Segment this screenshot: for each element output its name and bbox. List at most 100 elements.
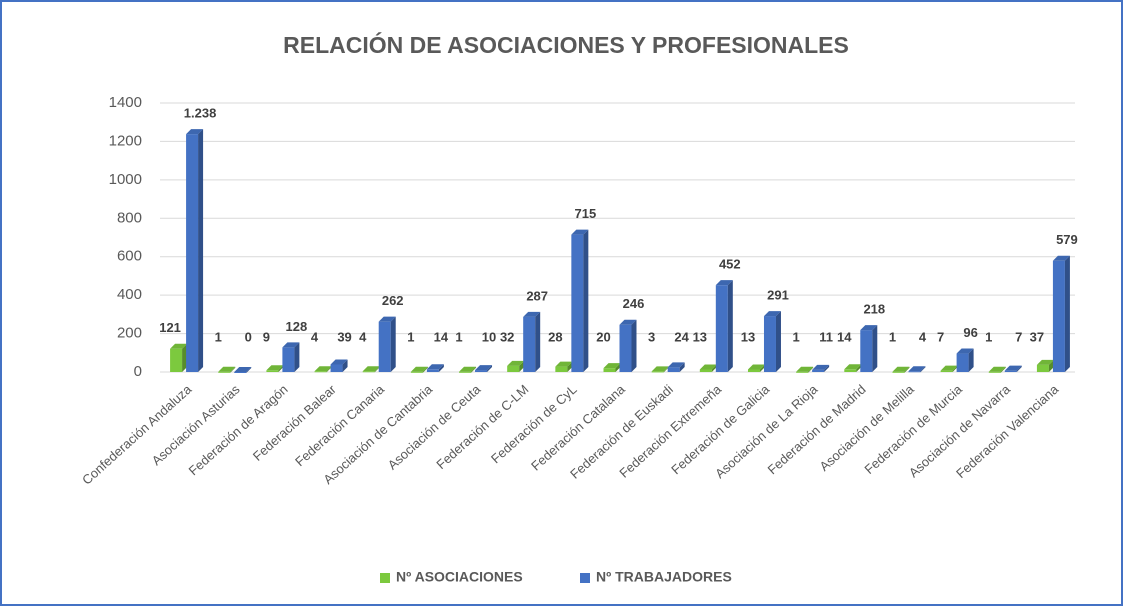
bar — [378, 316, 396, 372]
data-label: 37 — [1030, 329, 1044, 344]
bar-top — [1052, 255, 1070, 261]
bar-top — [410, 366, 428, 372]
bar-side — [711, 364, 717, 372]
legend-swatch — [380, 573, 390, 583]
bar-side — [1064, 255, 1070, 372]
data-label: 291 — [767, 288, 789, 303]
bar — [426, 364, 444, 372]
bar-front — [555, 366, 568, 372]
bar-top — [330, 359, 348, 365]
bar-top — [715, 280, 733, 286]
bar-front — [282, 347, 295, 372]
bar — [1004, 365, 1022, 372]
data-label: 4 — [311, 329, 319, 344]
bar-top — [747, 364, 765, 370]
bar-front — [1052, 260, 1065, 372]
bar — [507, 360, 525, 372]
bar — [844, 364, 862, 372]
bar-top — [812, 364, 830, 370]
bar-front — [892, 371, 905, 373]
bar-side — [759, 364, 765, 372]
data-label: 11 — [819, 329, 833, 344]
data-label: 1 — [215, 329, 222, 344]
data-label: 1 — [455, 329, 462, 344]
bar — [747, 364, 765, 372]
data-label: 1.238 — [184, 106, 217, 121]
bar-top — [475, 365, 493, 371]
bar — [651, 366, 669, 373]
bar-side — [1016, 365, 1022, 372]
bar-top — [459, 366, 477, 372]
bar-top — [1004, 365, 1022, 371]
bar — [186, 129, 204, 372]
bar — [908, 366, 926, 373]
bar — [667, 362, 685, 372]
bar-top — [314, 366, 332, 372]
data-label: 262 — [382, 293, 404, 308]
bar — [1036, 359, 1054, 372]
bar-top — [555, 361, 573, 367]
bar — [988, 366, 1006, 373]
bar-top — [667, 362, 685, 368]
bar-top — [892, 366, 910, 372]
bar-front — [940, 370, 953, 372]
bar-side — [422, 366, 428, 373]
bar — [699, 364, 717, 372]
bar-top — [186, 129, 204, 135]
bar — [330, 359, 348, 372]
bar — [940, 365, 958, 372]
bar-top — [651, 366, 669, 372]
data-label: 3 — [648, 329, 655, 344]
bar-front — [651, 371, 664, 373]
bar-top — [619, 319, 637, 325]
bar-side — [198, 129, 204, 372]
bar — [410, 366, 428, 373]
bar-side — [278, 365, 284, 372]
y-tick-label: 1400 — [109, 94, 142, 111]
bar-top — [426, 364, 444, 370]
bar-side — [775, 311, 781, 372]
bar — [523, 311, 541, 372]
bar-front — [410, 371, 423, 373]
bar-top — [523, 311, 541, 317]
bar-top — [170, 343, 188, 349]
bar-top — [571, 229, 589, 235]
bar-front — [314, 371, 327, 373]
bar-side — [471, 366, 477, 373]
bar-front — [1036, 364, 1049, 372]
data-label: 4 — [359, 329, 367, 344]
bar-front — [571, 234, 584, 372]
bar-top — [940, 365, 958, 371]
legend-swatch — [580, 573, 590, 583]
bar-side — [615, 363, 621, 372]
bar-side — [342, 359, 348, 372]
bar-side — [182, 343, 188, 372]
bar-side — [390, 316, 396, 372]
bar-side — [535, 311, 541, 372]
bar-front — [170, 348, 183, 372]
bar — [715, 280, 733, 372]
bar-side — [294, 342, 300, 372]
bar-top — [1036, 359, 1054, 365]
y-tick-label: 800 — [117, 209, 142, 226]
bar-side — [904, 366, 910, 373]
bar — [571, 229, 589, 372]
bar-front — [459, 371, 472, 373]
bar — [362, 366, 380, 373]
bar-front — [988, 371, 1001, 373]
data-label: 1 — [407, 329, 414, 344]
y-tick-label: 400 — [117, 286, 142, 303]
bar-front — [956, 353, 969, 372]
bar — [860, 325, 878, 372]
bar-side — [230, 366, 236, 373]
bar-front — [796, 371, 809, 373]
bar-front — [186, 134, 199, 372]
bar-front — [667, 367, 680, 372]
data-label: 579 — [1056, 232, 1078, 247]
bar-top — [266, 365, 284, 371]
bar-side — [952, 365, 958, 372]
bar — [892, 366, 910, 373]
data-label: 246 — [623, 296, 645, 311]
bar — [459, 366, 477, 373]
